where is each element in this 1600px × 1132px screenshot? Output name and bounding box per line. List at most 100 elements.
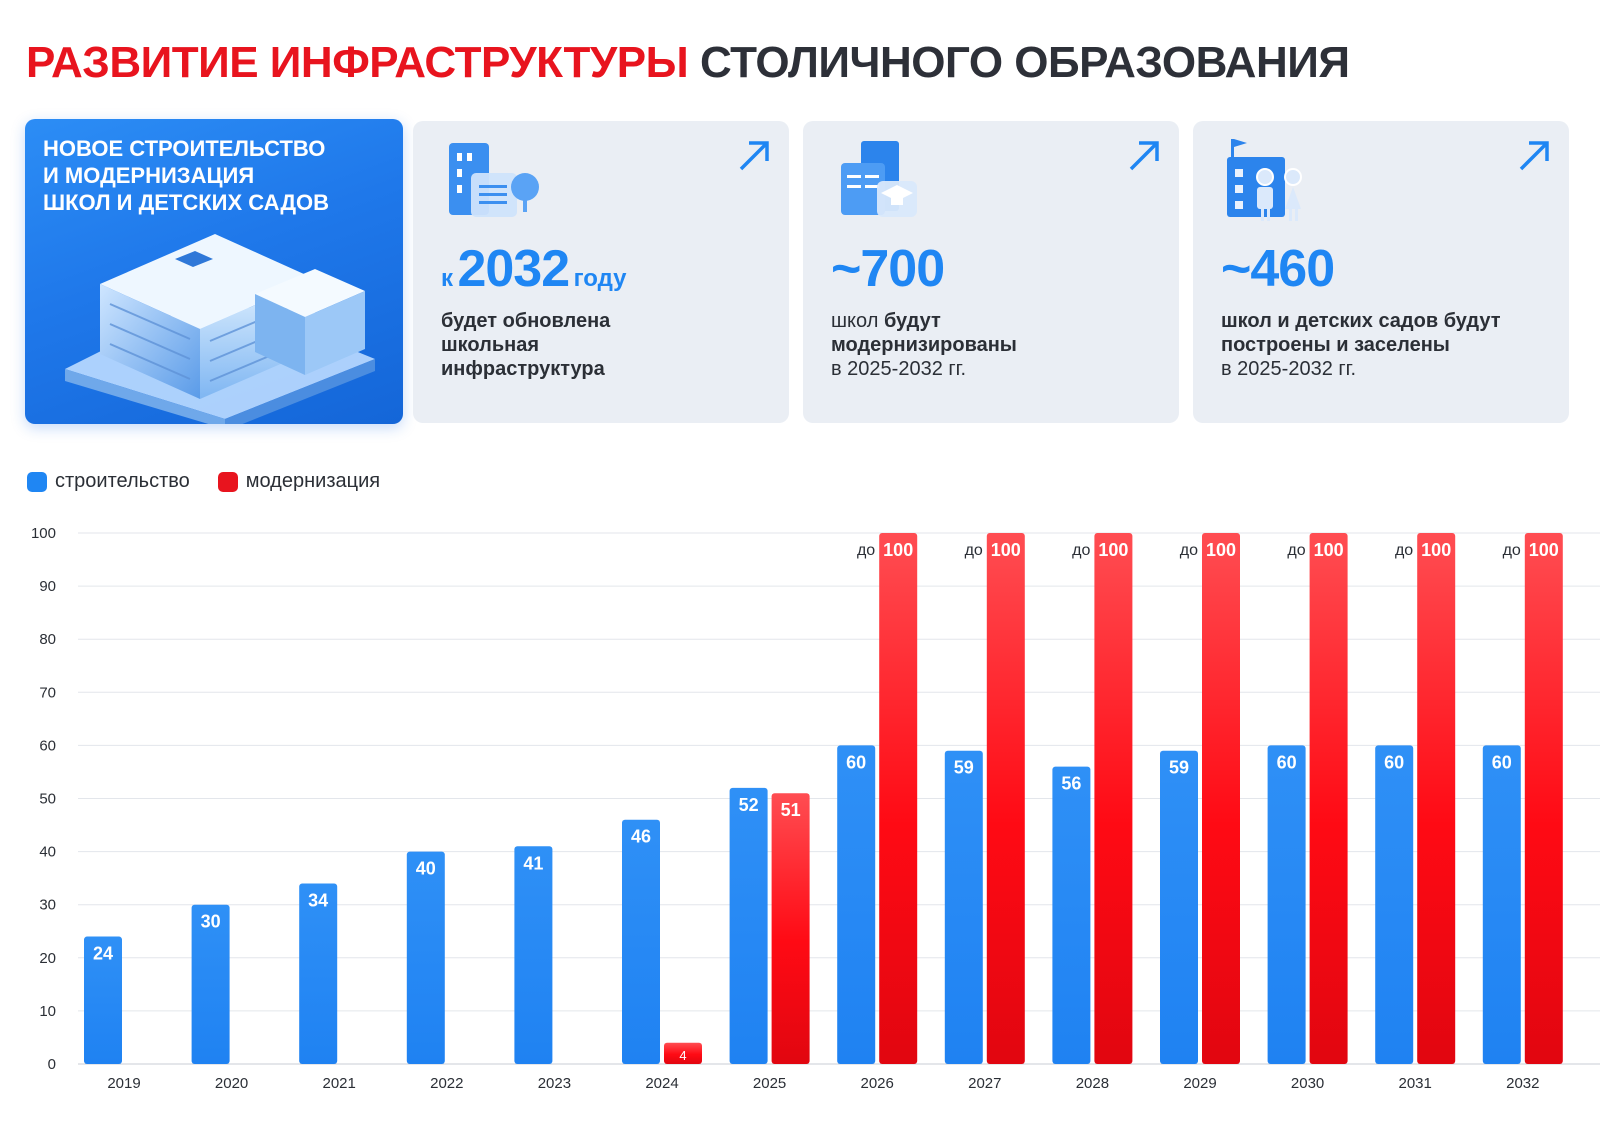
bar-modernization	[986, 533, 1025, 1064]
data-label-prefix: до	[857, 542, 875, 559]
data-label-construction: 41	[523, 853, 543, 873]
bar-construction	[1052, 766, 1091, 1064]
x-tick-label: 2019	[107, 1075, 140, 1092]
data-label-modernization: 100	[991, 540, 1021, 560]
stat-value: ~700	[831, 239, 945, 299]
stat-card-2032: к 2032 году будет обновлена школьная инф…	[413, 121, 789, 423]
title-part-dark: СТОЛИЧНОГО ОБРАЗОВАНИЯ	[699, 38, 1350, 87]
x-tick-label: 2021	[323, 1075, 356, 1092]
x-tick-label: 2023	[538, 1075, 571, 1092]
bar-construction	[944, 750, 983, 1064]
desc-text: школ	[831, 310, 879, 332]
x-tick-label: 2025	[753, 1075, 786, 1092]
stat-description: будет обновлена школьная инфраструктура	[441, 309, 610, 381]
bar-construction	[1267, 745, 1306, 1064]
page-title: РАЗВИТИЕ ИНФРАСТРУКТУРЫ СТОЛИЧНОГО ОБРАЗ…	[26, 38, 1350, 88]
data-label-construction: 56	[1061, 774, 1081, 794]
hero-heading: НОВОЕ СТРОИТЕЛЬСТВО И МОДЕРНИЗАЦИЯ ШКОЛ …	[43, 135, 329, 216]
x-tick-label: 2029	[1183, 1075, 1216, 1092]
y-tick-label: 70	[39, 684, 56, 701]
x-tick-label: 2024	[645, 1075, 678, 1092]
arrow-up-right-icon[interactable]	[1127, 139, 1161, 173]
x-tick-label: 2028	[1076, 1075, 1109, 1092]
title-part-red: РАЗВИТИЕ ИНФРАСТРУКТУРЫ	[26, 38, 689, 87]
data-label-prefix: до	[1180, 542, 1198, 559]
stat-value: к 2032 году	[441, 239, 627, 299]
y-tick-label: 20	[39, 950, 56, 967]
y-tick-label: 40	[39, 844, 56, 861]
y-tick-label: 100	[31, 525, 56, 542]
desc-text: в 2025-2032 гг.	[831, 358, 967, 380]
desc-bold: построены и заселены	[1221, 334, 1450, 356]
desc-bold: будут	[883, 310, 941, 332]
data-label-modernization: 4	[679, 1048, 686, 1063]
hero-line: НОВОЕ СТРОИТЕЛЬСТВО	[43, 136, 326, 161]
y-tick-label: 10	[39, 1003, 56, 1020]
hero-line: И МОДЕРНИЗАЦИЯ	[43, 163, 255, 188]
data-label-construction: 52	[739, 795, 759, 815]
stat-card-700: ~700 школ будут модернизированы в 2025-2…	[803, 121, 1179, 423]
legend-item-modernization: модернизация	[217, 470, 380, 493]
bar-construction	[514, 846, 553, 1064]
bar-modernization	[1094, 533, 1133, 1064]
x-tick-label: 2022	[430, 1075, 463, 1092]
y-tick-label: 50	[39, 791, 56, 808]
y-tick-label: 90	[39, 578, 56, 595]
arrow-up-right-icon[interactable]	[1517, 139, 1551, 173]
bar-construction	[84, 936, 122, 1064]
stat-number: 2032	[457, 240, 570, 298]
data-label-modernization: 100	[1098, 540, 1128, 560]
hero-line: ШКОЛ И ДЕТСКИХ САДОВ	[43, 190, 329, 215]
bar-chart: 0102030405060708090100242019302020342021…	[31, 525, 1600, 1092]
desc-line: школьная	[441, 334, 540, 356]
data-label-prefix: до	[1072, 542, 1090, 559]
legend-swatch-blue	[27, 471, 47, 492]
legend-swatch-red	[217, 471, 238, 492]
data-label-construction: 34	[308, 890, 328, 910]
bar-construction	[1160, 750, 1198, 1064]
data-label-construction: 59	[954, 758, 974, 778]
arrow-up-right-icon[interactable]	[737, 139, 771, 173]
data-label-construction: 60	[1492, 752, 1512, 772]
x-tick-label: 2032	[1506, 1075, 1539, 1092]
legend-label: строительство	[55, 470, 190, 492]
bar-modernization	[1202, 533, 1240, 1064]
school-building-illustration	[65, 234, 375, 424]
data-label-modernization: 100	[1314, 540, 1344, 560]
data-label-prefix: до	[1287, 542, 1305, 559]
desc-line: будет обновлена	[441, 310, 611, 332]
graduation-building-icon	[841, 141, 917, 217]
bar-construction	[299, 883, 338, 1064]
y-tick-label: 60	[39, 737, 56, 754]
children-school-icon	[1227, 139, 1302, 221]
data-label-modernization: 100	[883, 540, 913, 560]
data-label-construction: 60	[846, 752, 866, 772]
school-building-icon	[449, 143, 539, 217]
stat-prefix: к	[441, 265, 454, 292]
stat-card-460: ~460 школ и детских садов будут построен…	[1193, 121, 1569, 423]
bar-modernization	[1417, 533, 1456, 1064]
bar-modernization	[1524, 533, 1563, 1064]
bar-construction	[406, 851, 445, 1064]
bar-modernization	[1309, 533, 1348, 1064]
x-tick-label: 2030	[1291, 1075, 1324, 1092]
stat-number: ~700	[831, 240, 945, 298]
x-tick-label: 2026	[861, 1075, 894, 1092]
bar-modernization	[771, 793, 810, 1064]
bar-construction	[837, 745, 876, 1064]
bar-modernization	[879, 533, 918, 1064]
data-label-construction: 30	[201, 912, 221, 932]
bar-construction	[729, 787, 768, 1064]
desc-bold: школ и детских садов будут	[1221, 310, 1501, 332]
data-label-modernization: 100	[1206, 540, 1236, 560]
data-label-prefix: до	[1503, 542, 1521, 559]
desc-text: в 2025-2032 гг.	[1221, 358, 1357, 380]
legend-item-construction: строительство	[27, 470, 190, 493]
data-label-construction: 60	[1277, 752, 1297, 772]
x-tick-label: 2020	[215, 1075, 248, 1092]
data-label-construction: 24	[93, 944, 113, 964]
hero-banner: НОВОЕ СТРОИТЕЛЬСТВО И МОДЕРНИЗАЦИЯ ШКОЛ …	[25, 119, 403, 424]
data-label-construction: 40	[416, 859, 436, 879]
stat-description: школ будут модернизированы в 2025-2032 г…	[831, 309, 1017, 381]
data-label-prefix: до	[965, 542, 983, 559]
